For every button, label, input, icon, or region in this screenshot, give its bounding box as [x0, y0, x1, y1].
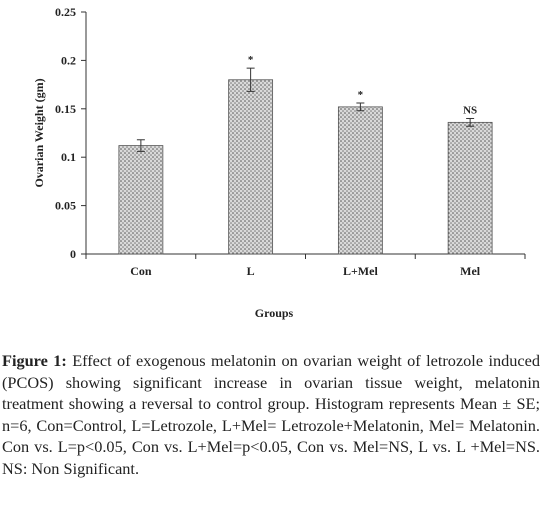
significance-label: *	[358, 89, 364, 101]
y-tick-label: 0	[70, 247, 76, 261]
figure-caption: Figure 1: Effect of exogenous melatonin …	[2, 350, 540, 479]
significance-label: NS	[463, 104, 477, 116]
figure-label: Figure 1:	[2, 351, 67, 370]
x-axis-title: Groups	[255, 306, 294, 320]
x-tick-labels: Con L L+Mel Mel	[130, 264, 481, 278]
bar-l	[228, 79, 274, 255]
y-tick-label: 0.15	[55, 102, 76, 116]
x-tick-label: Con	[130, 264, 152, 278]
y-axis-title: Ovarian Weight (gm)	[32, 78, 46, 187]
y-tick-labels: 0 0.05 0.1 0.15 0.2 0.25	[55, 5, 76, 261]
y-tick-label: 0.05	[55, 199, 76, 213]
x-tick-label: L	[247, 264, 255, 278]
bar-mel	[447, 121, 493, 255]
chart-bars: * * NS	[118, 54, 493, 255]
bar-con	[118, 145, 164, 255]
y-tick-label: 0.25	[55, 5, 76, 19]
y-tick-label: 0.1	[61, 150, 76, 164]
x-tick-label: Mel	[460, 264, 481, 278]
x-tick-label: L+Mel	[343, 264, 378, 278]
figure-caption-text: Effect of exogenous melatonin on ovarian…	[2, 351, 540, 478]
significance-label: *	[248, 54, 254, 66]
chart-area: * * NS 0 0.05 0.1 0.15 0.2 0.25 Con L L+Mel Mel Ov…	[32, 5, 526, 320]
bar-l-mel	[337, 106, 383, 255]
y-tick-label: 0.2	[61, 53, 76, 67]
bar-chart: * * NS 0 0.05 0.1 0.15 0.2 0.25 Con L L+Mel Mel Ov…	[32, 5, 526, 320]
